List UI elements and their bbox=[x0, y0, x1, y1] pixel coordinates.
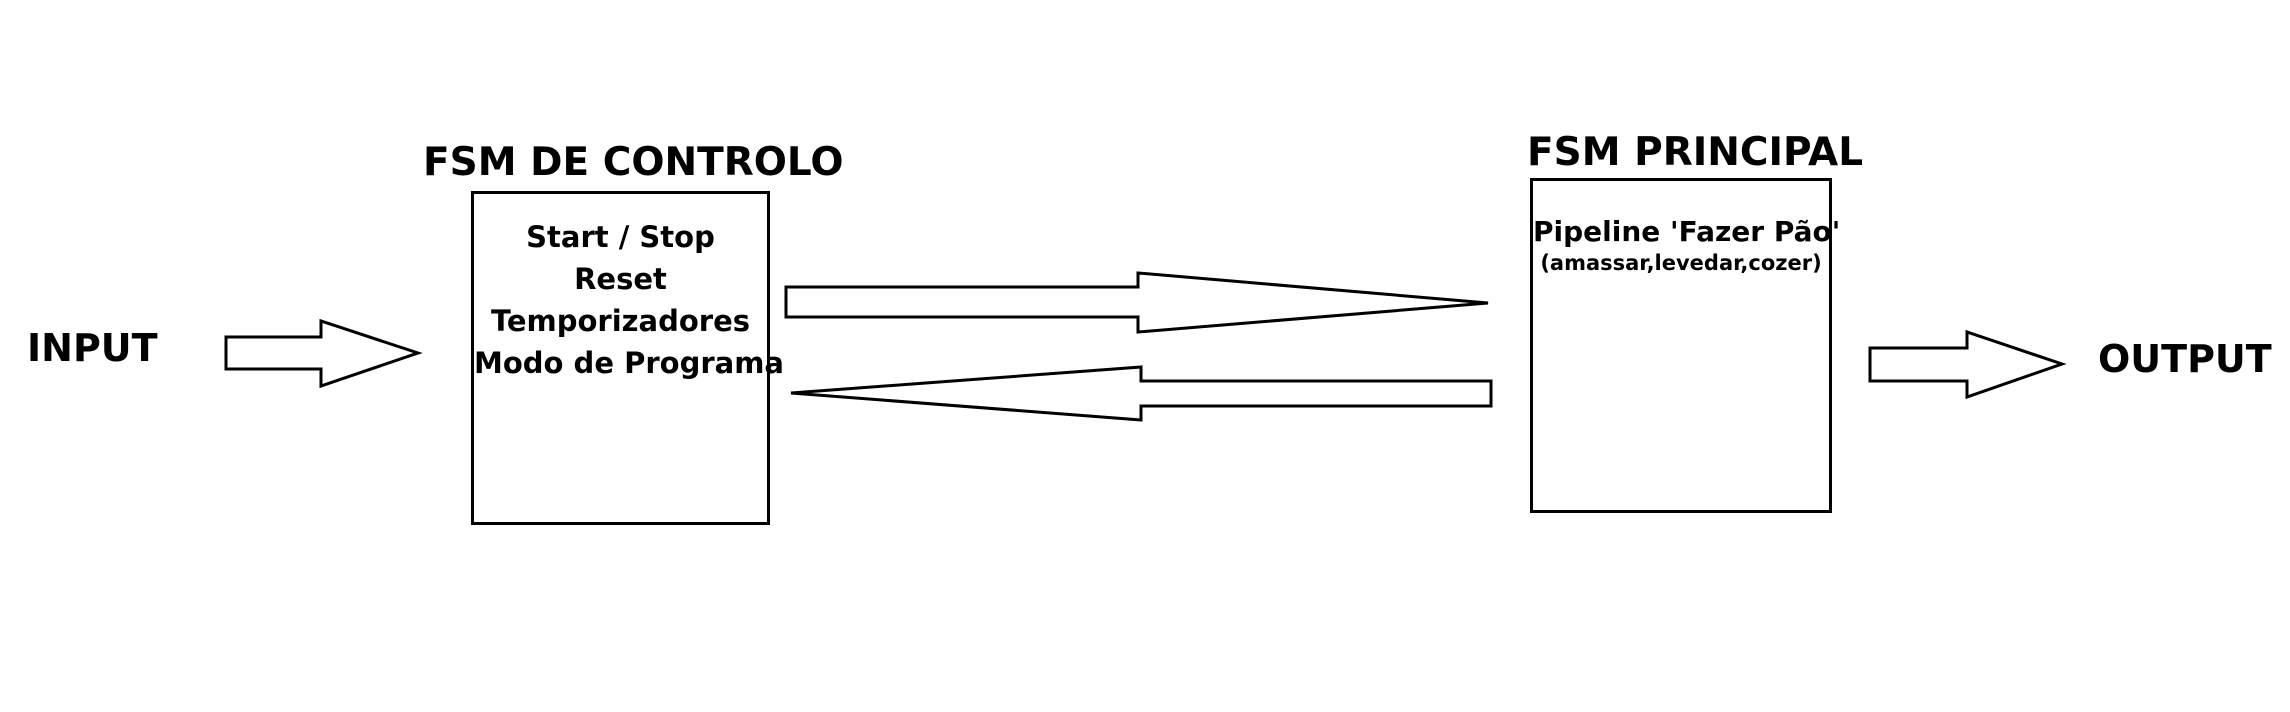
control-fsm-line: Reset bbox=[574, 262, 667, 296]
main-fsm-title: FSM PRINCIPAL bbox=[1527, 130, 1864, 175]
control-fsm-box: Start / Stop Reset Temporizadores Modo d… bbox=[471, 191, 784, 525]
control-fsm-title: FSM DE CONTROLO bbox=[423, 140, 844, 185]
output-arrow bbox=[1868, 329, 2067, 400]
control-to-main-arrow bbox=[784, 271, 1489, 334]
output-label: OUTPUT bbox=[2098, 337, 2272, 381]
input-arrow bbox=[224, 318, 423, 389]
input-label: INPUT bbox=[27, 326, 158, 370]
control-fsm-line: Temporizadores bbox=[490, 304, 751, 338]
main-fsm-detail: (amassar,levedar,cozer) bbox=[1540, 251, 1822, 275]
main-fsm-subtitle: Pipeline 'Fazer Pão' bbox=[1533, 215, 1841, 248]
main-fsm-box: Pipeline 'Fazer Pão' (amassar,levedar,co… bbox=[1530, 178, 1841, 513]
control-fsm-line: Start / Stop bbox=[526, 220, 715, 254]
main-to-control-arrow bbox=[790, 365, 1493, 422]
control-fsm-line: Modo de Programa bbox=[474, 346, 784, 380]
